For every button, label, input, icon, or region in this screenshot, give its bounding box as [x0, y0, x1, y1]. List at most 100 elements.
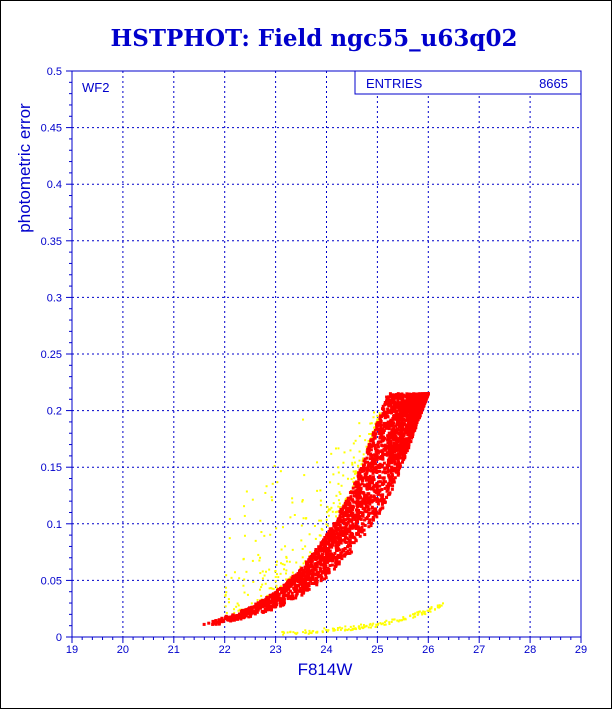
data-point — [268, 593, 272, 597]
data-point — [405, 440, 409, 444]
data-point — [362, 492, 366, 496]
data-point — [315, 564, 319, 568]
sequence-point — [367, 626, 370, 629]
data-point — [414, 420, 418, 424]
data-point — [386, 461, 390, 465]
data-point — [264, 604, 268, 608]
outlier-point — [361, 460, 364, 463]
data-point — [334, 544, 338, 548]
data-point — [335, 541, 339, 545]
data-point — [326, 535, 330, 539]
data-point — [379, 457, 383, 461]
data-point — [294, 596, 298, 600]
data-point — [407, 444, 411, 448]
outlier-point — [329, 508, 332, 511]
data-point — [394, 424, 398, 428]
data-point — [332, 524, 336, 528]
outlier-point — [285, 572, 288, 575]
data-point — [410, 422, 414, 426]
data-point — [339, 551, 343, 555]
data-point — [311, 577, 315, 581]
data-point — [334, 523, 338, 527]
data-point — [379, 418, 383, 422]
data-point — [387, 403, 391, 407]
data-point — [314, 573, 318, 577]
outlier-point — [227, 598, 230, 601]
data-point — [318, 545, 322, 549]
outlier-point — [372, 426, 375, 429]
sequence-point — [360, 623, 363, 626]
sequence-point — [390, 620, 393, 623]
outlier-point — [352, 485, 355, 488]
data-point — [278, 598, 282, 602]
data-point — [280, 599, 284, 603]
data-point — [302, 588, 306, 592]
data-point — [339, 531, 343, 535]
outlier-point — [245, 490, 248, 493]
data-point — [313, 568, 317, 572]
outlier-point — [361, 457, 364, 460]
data-point — [348, 496, 352, 500]
outlier-point — [233, 608, 236, 611]
outlier-point — [261, 577, 264, 580]
sequence-point — [363, 625, 366, 628]
sequence-point — [375, 623, 378, 626]
data-point — [404, 429, 408, 433]
data-point — [425, 392, 429, 396]
data-point — [393, 400, 397, 404]
data-point — [402, 447, 406, 451]
data-point — [365, 456, 369, 460]
data-point — [321, 542, 325, 546]
data-point — [406, 426, 410, 430]
data-point — [375, 427, 379, 431]
data-point — [374, 507, 378, 511]
data-point — [386, 483, 390, 487]
outlier-point — [358, 435, 361, 438]
data-point — [414, 401, 418, 405]
data-point — [295, 592, 299, 596]
data-point — [346, 537, 350, 541]
data-point — [392, 455, 396, 459]
data-point — [350, 541, 354, 545]
data-point — [302, 579, 306, 583]
data-point — [362, 528, 366, 532]
sequence-point — [325, 629, 328, 632]
data-point — [211, 621, 215, 625]
sequence-point — [385, 619, 388, 622]
data-point — [386, 487, 390, 491]
outlier-point — [276, 481, 279, 484]
data-point — [371, 516, 375, 520]
data-point — [337, 562, 341, 566]
outlier-point — [264, 582, 267, 585]
sequence-point — [346, 629, 349, 632]
data-point — [358, 492, 362, 496]
data-point — [393, 431, 397, 435]
sequence-point — [430, 607, 433, 610]
data-point — [408, 401, 412, 405]
data-point — [396, 419, 400, 423]
data-point — [367, 449, 371, 453]
data-point — [330, 527, 334, 531]
data-point — [359, 474, 363, 478]
data-point — [350, 491, 354, 495]
data-point — [318, 557, 322, 561]
data-point — [300, 593, 304, 597]
data-point — [399, 431, 403, 435]
outlier-point — [354, 472, 357, 475]
data-point — [417, 415, 421, 419]
data-point — [398, 416, 402, 420]
sequence-point — [372, 622, 375, 625]
data-point — [346, 551, 350, 555]
data-point — [290, 591, 294, 595]
sequence-point — [362, 626, 365, 629]
sequence-point — [341, 627, 344, 630]
sequence-point — [283, 631, 286, 634]
data-point — [390, 405, 394, 409]
data-point — [363, 523, 367, 527]
data-point — [412, 394, 416, 398]
data-point — [405, 424, 409, 428]
data-point — [309, 555, 313, 559]
data-point — [308, 559, 312, 563]
data-point — [407, 397, 411, 401]
data-point — [381, 455, 385, 459]
